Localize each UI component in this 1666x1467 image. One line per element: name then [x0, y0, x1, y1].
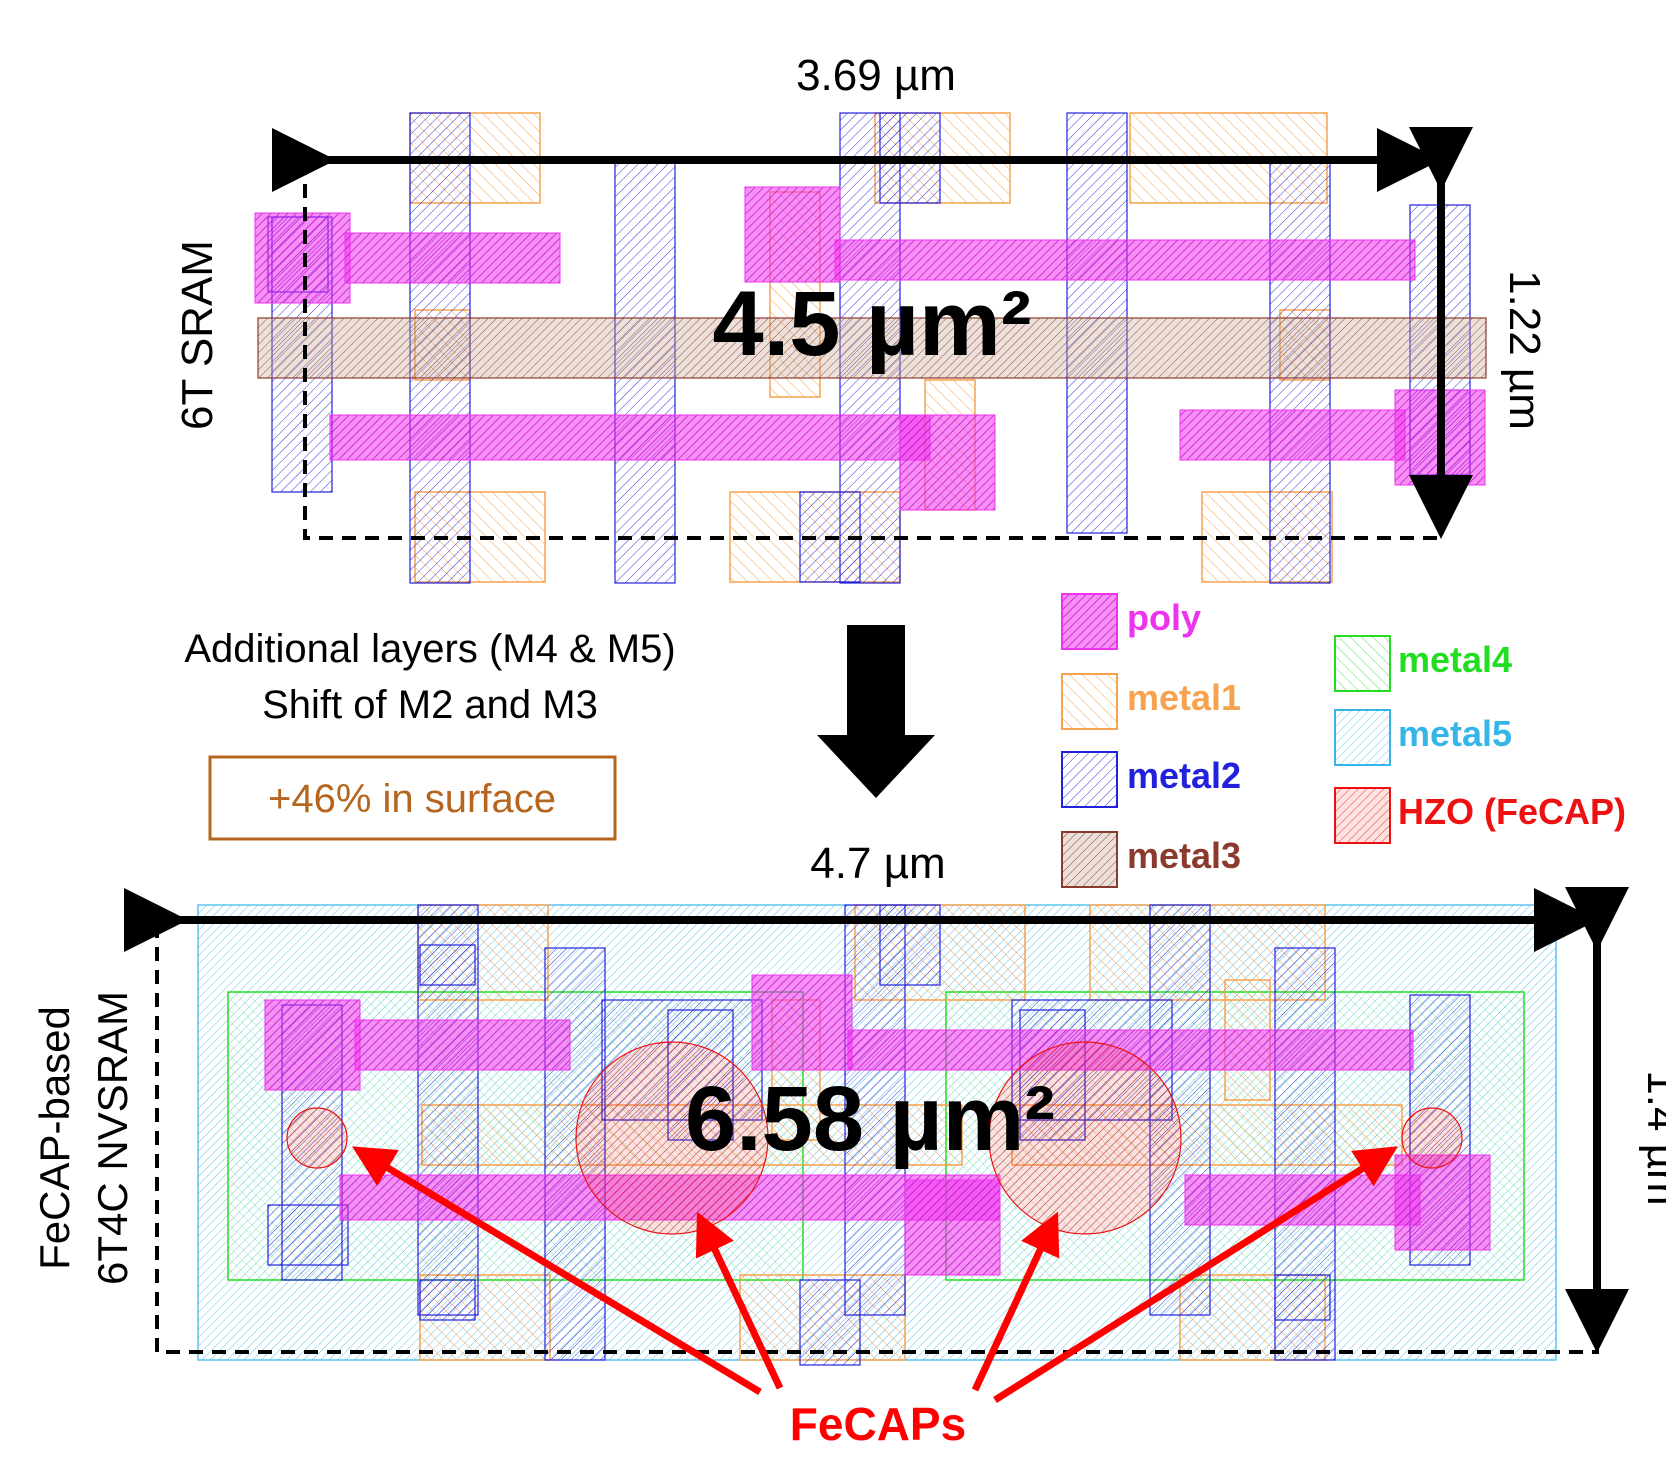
- fecap-shape-1: [286, 1107, 348, 1169]
- nvsram-poly-shapes: [264, 974, 1491, 1276]
- sram-height-label: 1.22 µm: [1500, 270, 1549, 430]
- legend-item-metal3: metal3: [1061, 831, 1241, 888]
- nvsram-height-label: 1.4 µm: [1638, 1070, 1666, 1205]
- nvsram-area-label: 6.58 µm²: [685, 1068, 1055, 1170]
- legend-swatch-metal1: [1061, 673, 1118, 730]
- fecap-callout-label: FeCAPs: [790, 1398, 966, 1450]
- legend-item-metal2: metal2: [1061, 751, 1241, 808]
- legend-label-metal4: metal4: [1398, 639, 1512, 680]
- nvsram-layout: [124, 887, 1629, 1366]
- fecap-shape-2: [575, 1041, 769, 1235]
- fecap-callout-arrows: [352, 1146, 1398, 1403]
- nvsram-hzo-shapes: [286, 1041, 1463, 1235]
- nvsram-width-label: 4.7 µm: [810, 839, 945, 888]
- legend-item-poly: poly: [1061, 593, 1201, 650]
- fecap-arrow-2: [695, 1211, 784, 1390]
- fecap-shape-4: [1401, 1107, 1463, 1169]
- sram-cell-name: 6T SRAM: [173, 240, 222, 430]
- legend-label-metal5: metal5: [1398, 713, 1512, 754]
- legend-item-hzo: HZO (FeCAP): [1334, 787, 1626, 844]
- nvsram-cell-name-line2: 6T4C NVSRAM: [89, 991, 136, 1285]
- sram-area-label: 4.5 µm²: [713, 273, 1032, 375]
- legend-swatch-metal3: [1061, 831, 1118, 888]
- fecap-arrow-1: [352, 1146, 762, 1395]
- surface-change-label: +46% in surface: [268, 777, 556, 821]
- transition-note-line2: Shift of M2 and M3: [262, 683, 598, 727]
- legend-item-metal5: metal5: [1334, 709, 1512, 766]
- sram-metal3-shape: [257, 317, 1487, 379]
- nvsram-cell-name-line1: FeCAP-based: [31, 1006, 78, 1270]
- legend-label-hzo: HZO (FeCAP): [1398, 791, 1626, 832]
- legend-label-metal2: metal2: [1127, 755, 1241, 796]
- legend-item-metal4: metal4: [1334, 635, 1512, 692]
- legend-swatch-metal5: [1334, 709, 1391, 766]
- down-arrow-icon: [817, 625, 935, 798]
- legend-swatch-poly: [1061, 593, 1118, 650]
- fecap-arrow-4: [993, 1146, 1398, 1403]
- fecap-shape-3: [988, 1041, 1182, 1235]
- transition-note-line1: Additional layers (M4 & M5): [184, 627, 675, 671]
- legend-item-metal1: metal1: [1061, 673, 1241, 730]
- legend-label-poly: poly: [1127, 597, 1201, 638]
- legend: poly metal1 metal2 metal3 metal4 metal5 …: [1061, 593, 1626, 888]
- legend-swatch-hzo: [1334, 787, 1391, 844]
- surface-change-box: [208, 755, 617, 841]
- sram-layout: [254, 112, 1487, 584]
- sram-width-label: 3.69 µm: [796, 51, 956, 100]
- legend-swatch-metal2: [1061, 751, 1118, 808]
- legend-label-metal1: metal1: [1127, 677, 1241, 718]
- legend-label-metal3: metal3: [1127, 835, 1241, 876]
- legend-swatch-metal4: [1334, 635, 1391, 692]
- fecap-arrow-3: [971, 1211, 1060, 1392]
